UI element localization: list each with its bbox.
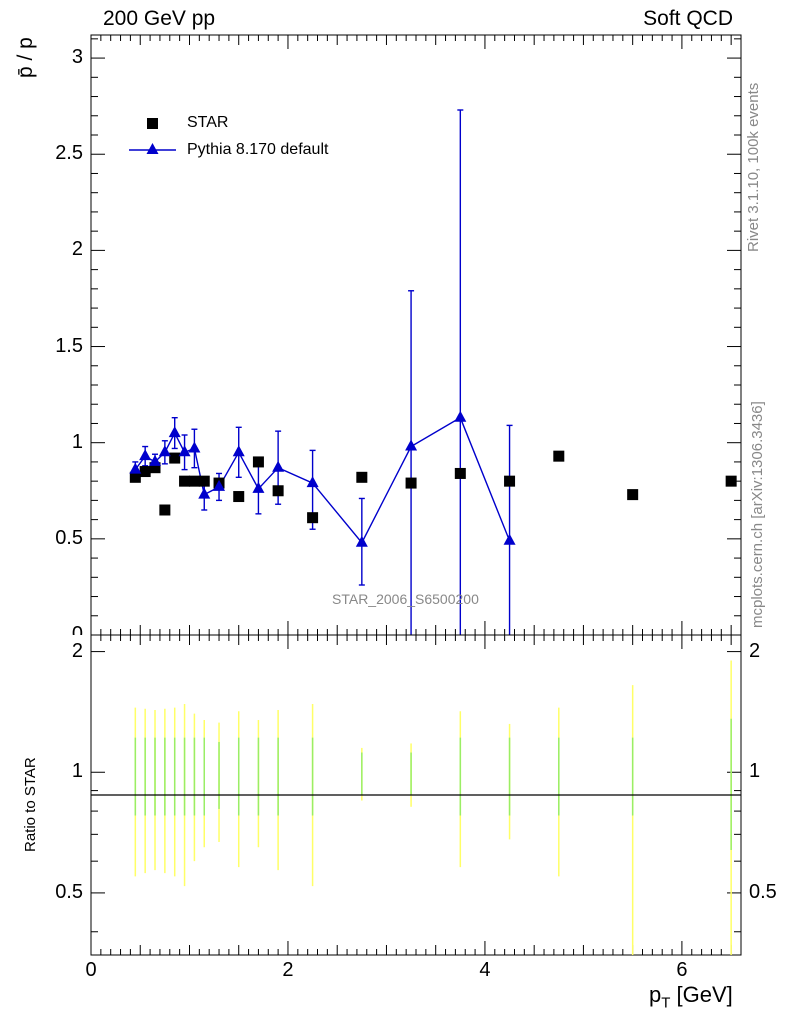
pythia-data-point	[149, 454, 162, 466]
pythia-data-point	[168, 426, 181, 438]
legend-pythia-marker	[146, 143, 159, 154]
pythia-data-point	[232, 445, 245, 457]
x-axis-label: pT [GeV]	[649, 982, 733, 1011]
ratio-tick-label-left: 1	[71, 760, 83, 783]
main-markers	[129, 410, 737, 547]
star-data-point	[553, 450, 565, 462]
pythia-data-point	[454, 410, 467, 422]
ratio-tick-label-left: 0.5	[55, 880, 83, 903]
mcplots-label: mcplots.cern.ch [arXiv:1306.3436]	[749, 401, 766, 628]
analysis-label: STAR_2006_S6500200	[332, 591, 479, 607]
y-tick-label-zero: 0	[71, 623, 83, 635]
star-data-point	[159, 504, 171, 516]
pythia-data-point	[188, 441, 201, 453]
main-axis-ticks	[90, 35, 742, 636]
star-data-point	[169, 452, 181, 464]
pythia-data-point	[198, 487, 211, 499]
pythia-data-point	[129, 462, 142, 474]
ratio-panel	[90, 634, 742, 956]
x-axis-label-unit: [GeV]	[670, 982, 733, 1007]
star-data-point	[272, 485, 284, 497]
pythia-data-point	[213, 479, 226, 491]
pythia-data-point	[158, 445, 171, 457]
pythia-data-point	[139, 449, 152, 461]
main-error-bars	[132, 109, 513, 635]
legend-pythia-label: Pythia 8.170 default	[187, 141, 329, 158]
x-tick-label: 6	[676, 959, 688, 981]
star-data-point	[627, 489, 639, 501]
pythia-data-point	[306, 476, 319, 488]
ratio-tick-label-right: 0.5	[749, 880, 777, 903]
star-data-point	[356, 471, 368, 483]
star-data-point	[405, 477, 417, 489]
x-axis-label-sub: T	[661, 994, 671, 1012]
star-data-point	[233, 491, 245, 503]
pythia-data-point	[178, 445, 191, 457]
y-tick-label: 0.5	[55, 526, 83, 549]
header-energy-label: 200 GeV pp	[103, 7, 216, 30]
y-tick-label: 1.5	[55, 334, 83, 357]
star-data-point	[198, 475, 210, 487]
pythia-data-point	[405, 439, 418, 451]
star-data-point	[129, 471, 141, 483]
rivet-version-label: Rivet 3.1.10, 100k events	[745, 82, 762, 252]
pythia-data-point	[503, 533, 516, 545]
ratio-tick-label-right: 2	[749, 639, 761, 662]
legend	[129, 118, 176, 154]
ratio-axis-ticks	[90, 635, 742, 955]
y-tick-label: 2	[71, 238, 83, 261]
legend-star-label: STAR	[187, 114, 229, 131]
star-data-point	[252, 456, 264, 468]
star-data-point	[725, 475, 737, 487]
header-process-label: Soft QCD	[643, 7, 733, 30]
x-axis-label-main: p	[649, 982, 662, 1007]
star-data-point	[179, 475, 191, 487]
y-tick-label: 1	[71, 430, 83, 453]
star-data-point	[149, 462, 161, 474]
ratio-bands	[134, 660, 732, 955]
y-tick-label: 3	[71, 46, 83, 69]
star-data-point	[454, 467, 466, 479]
x-tick-label: 2	[282, 959, 294, 981]
main-panel	[90, 34, 742, 636]
ratio-tick-label-left: 2	[71, 639, 83, 662]
star-data-point	[307, 512, 319, 524]
pythia-data-point	[272, 460, 285, 472]
y-tick-label: 2.5	[55, 142, 83, 165]
x-tick-label: 4	[479, 959, 491, 981]
pythia-data-point	[355, 535, 368, 547]
star-data-point	[188, 475, 200, 487]
star-data-point	[139, 466, 151, 478]
pythia-data-point	[252, 481, 265, 493]
star-data-point	[504, 475, 516, 487]
ratio-tick-label-right: 1	[749, 760, 761, 783]
legend-star-marker	[147, 118, 158, 129]
x-tick-label: 0	[85, 959, 97, 981]
